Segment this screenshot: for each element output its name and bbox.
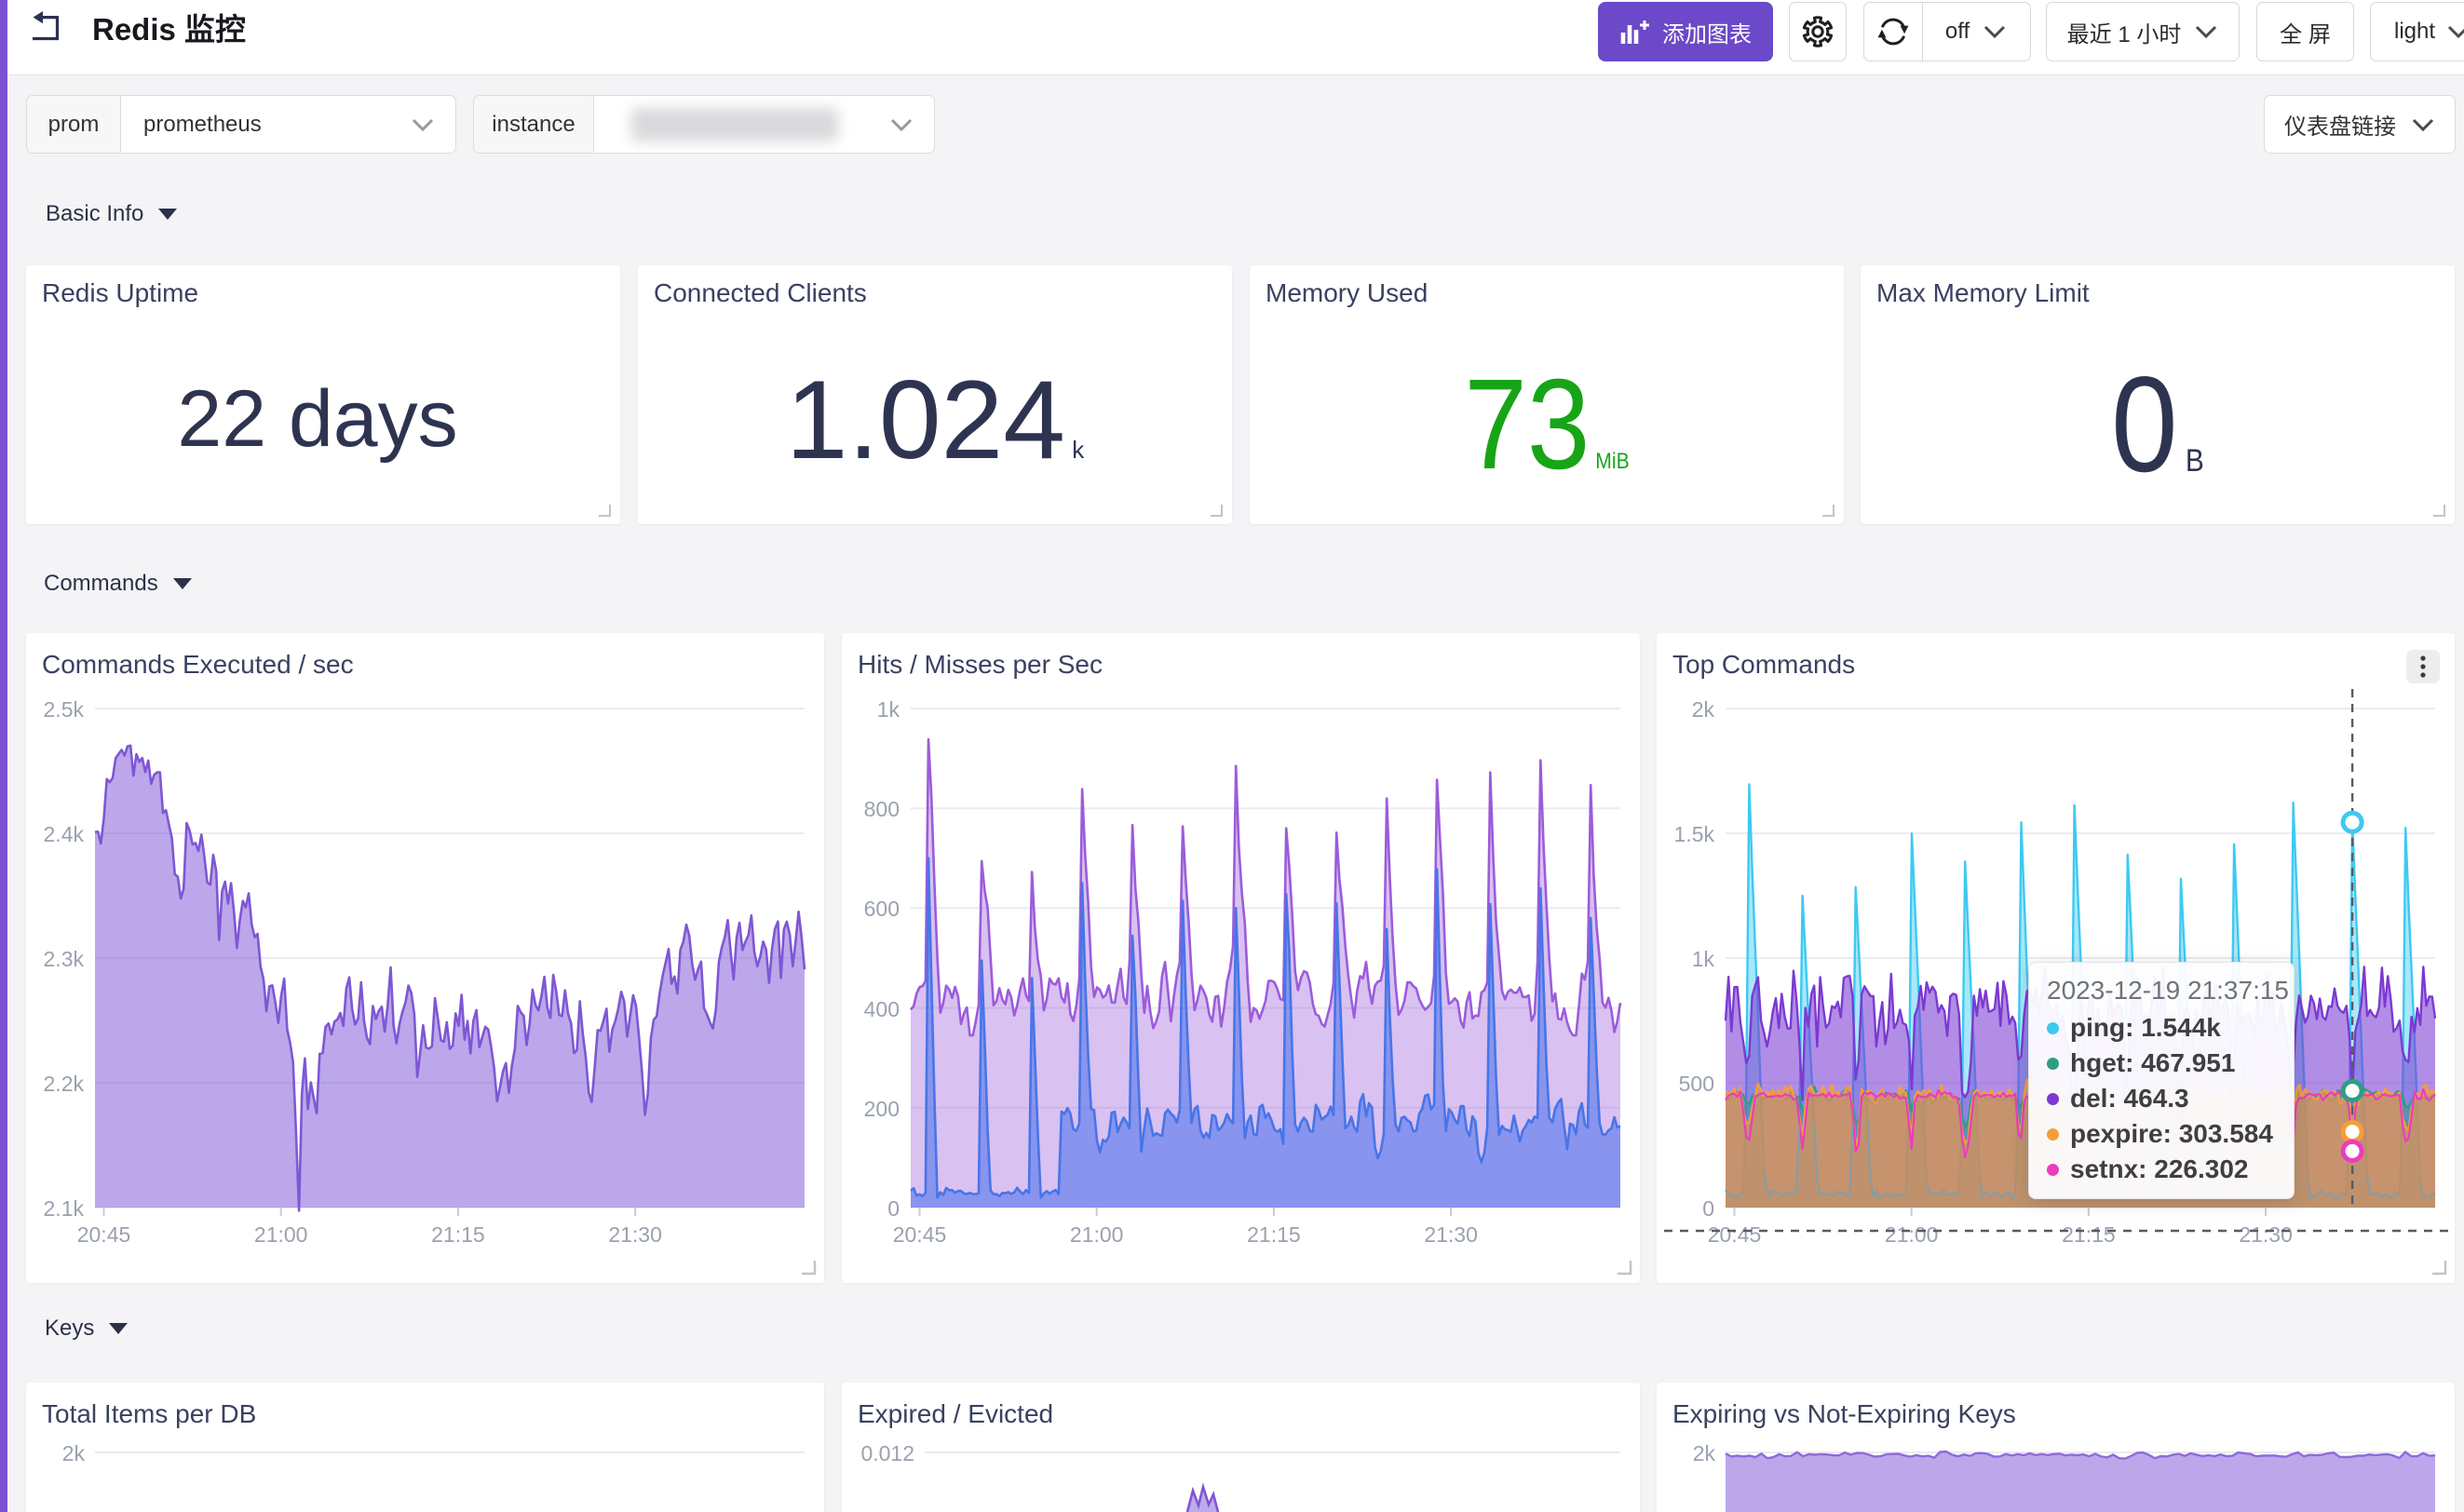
svg-text:1k: 1k: [877, 697, 900, 722]
svg-text:0: 0: [887, 1196, 900, 1221]
svg-text:20:45: 20:45: [1708, 1222, 1762, 1247]
svg-text:1.5k: 1.5k: [1674, 822, 1715, 846]
svg-text:200: 200: [864, 1097, 900, 1121]
svg-text:400: 400: [864, 997, 900, 1021]
svg-text:0: 0: [1702, 1196, 1714, 1221]
svg-text:Expired / Evicted: Expired / Evicted: [858, 1399, 1053, 1428]
svg-text:21:00: 21:00: [254, 1222, 308, 1247]
svg-text:500: 500: [1679, 1072, 1714, 1096]
svg-text:2.2k: 2.2k: [44, 1072, 85, 1096]
svg-text:21:00: 21:00: [1885, 1222, 1939, 1247]
svg-text:20:45: 20:45: [893, 1222, 947, 1247]
svg-text:1k: 1k: [1692, 947, 1715, 971]
svg-text:2k: 2k: [1693, 1441, 1716, 1465]
svg-text:21:15: 21:15: [431, 1222, 485, 1247]
svg-text:Expiring vs Not-Expiring Keys: Expiring vs Not-Expiring Keys: [1672, 1399, 2016, 1428]
svg-text:21:30: 21:30: [1424, 1222, 1478, 1247]
svg-text:Hits / Misses per Sec: Hits / Misses per Sec: [858, 650, 1103, 679]
svg-text:2.1k: 2.1k: [44, 1196, 85, 1221]
svg-text:2.5k: 2.5k: [44, 697, 85, 722]
svg-text:21:15: 21:15: [1247, 1222, 1301, 1247]
svg-text:Top Commands: Top Commands: [1672, 650, 1855, 679]
svg-text:21:30: 21:30: [608, 1222, 662, 1247]
svg-text:2k: 2k: [62, 1441, 86, 1465]
svg-text:2k: 2k: [1692, 697, 1715, 722]
svg-text:2.4k: 2.4k: [44, 822, 85, 846]
svg-text:0.012: 0.012: [860, 1441, 914, 1465]
svg-text:600: 600: [864, 897, 900, 921]
svg-text:21:15: 21:15: [2062, 1222, 2116, 1247]
svg-text:2.3k: 2.3k: [44, 947, 85, 971]
svg-text:21:00: 21:00: [1070, 1222, 1124, 1247]
svg-text:800: 800: [864, 797, 900, 821]
svg-text:Commands Executed / sec: Commands Executed / sec: [42, 650, 354, 679]
svg-text:20:45: 20:45: [77, 1222, 131, 1247]
svg-text:Total Items per DB: Total Items per DB: [42, 1399, 256, 1428]
svg-text:21:30: 21:30: [2239, 1222, 2293, 1247]
